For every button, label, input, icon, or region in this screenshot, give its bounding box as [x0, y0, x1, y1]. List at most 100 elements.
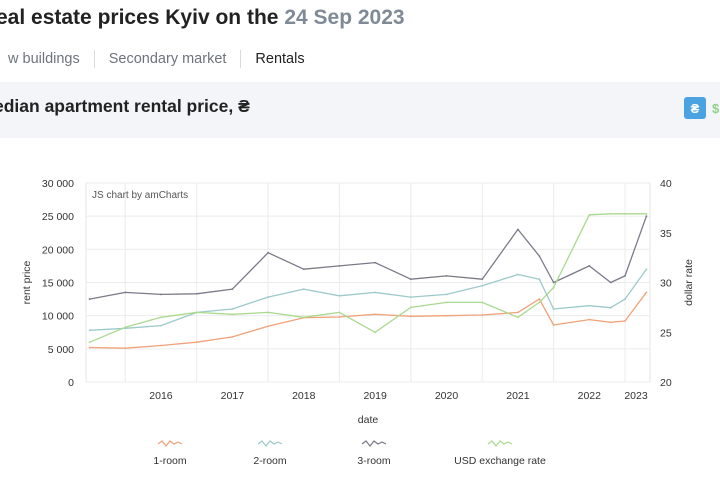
data-point — [374, 291, 377, 294]
data-point — [609, 281, 612, 284]
data-point — [409, 306, 412, 309]
data-point — [517, 311, 519, 314]
data-point — [552, 281, 555, 284]
data-point — [645, 212, 648, 215]
y2-axis-title: dollar rate — [683, 259, 695, 306]
data-point — [609, 321, 612, 324]
data-point — [624, 320, 626, 322]
data-point — [517, 228, 519, 231]
data-point — [552, 324, 555, 326]
data-point — [538, 298, 541, 300]
data-point — [231, 288, 234, 291]
y2-tick-label: 40 — [660, 178, 672, 190]
x-tick-label: 2017 — [221, 390, 245, 402]
data-point — [409, 278, 412, 281]
data-point — [267, 325, 269, 328]
x-axis-title: date — [358, 414, 379, 426]
data-point — [538, 255, 541, 257]
data-point — [374, 313, 377, 316]
data-point — [609, 212, 612, 215]
section-header-band — [0, 82, 720, 138]
tab-rentals[interactable]: Rentals — [255, 51, 305, 67]
data-point — [609, 306, 612, 309]
page-title-text: eal estate prices Kyiv on the — [0, 6, 279, 29]
x-tick-label: 2020 — [435, 390, 459, 402]
legend-item: 2-room — [253, 440, 287, 467]
x-tick-label: 2016 — [149, 390, 173, 402]
legend-marker — [487, 440, 513, 447]
y2-tick-label: 20 — [660, 377, 672, 389]
data-point — [409, 315, 412, 318]
data-point — [160, 344, 162, 347]
data-point — [231, 335, 234, 338]
data-point — [445, 314, 448, 317]
data-point — [302, 316, 305, 319]
data-point — [88, 346, 91, 349]
section-title: edian apartment rental price, ₴ — [0, 96, 250, 116]
y-tick-label: 30 000 — [42, 178, 74, 190]
legend-item: USD exchange rate — [454, 440, 546, 467]
data-point — [195, 341, 198, 344]
data-point — [231, 313, 234, 316]
tab-new-buildings[interactable]: w buildings — [0, 50, 95, 68]
data-point — [160, 293, 162, 296]
data-point — [88, 298, 91, 300]
data-point — [302, 268, 305, 271]
data-point — [481, 314, 484, 316]
data-point — [445, 274, 448, 277]
data-point — [445, 293, 448, 296]
data-point — [160, 316, 162, 319]
legend-marker — [361, 440, 387, 447]
y-tick-label: 5 000 — [48, 344, 74, 356]
legend-item: 1-room — [153, 440, 187, 467]
y2-tick-label: 35 — [660, 228, 672, 240]
data-point — [481, 301, 484, 304]
data-point — [88, 341, 91, 344]
x-tick-label: 2022 — [578, 390, 602, 402]
data-point — [409, 296, 412, 298]
data-point — [588, 213, 591, 216]
data-point — [552, 286, 555, 289]
data-point — [338, 294, 341, 297]
data-point — [481, 284, 484, 287]
y2-tick-label: 30 — [660, 278, 672, 290]
currency-usd-button[interactable]: $ — [712, 100, 720, 116]
rental-price-chart: 0 5 000 10 000 15 000 20 000 25 000 30 000 20 25… — [21, 178, 695, 467]
market-tabs: w buildings Secondary market Rentals — [0, 50, 319, 68]
legend-label: 3-room — [357, 455, 391, 467]
data-point — [124, 326, 127, 329]
page-title: eal estate prices Kyiv on the 24 Sep 202… — [0, 6, 405, 30]
x-tick-label: 2023 — [624, 390, 648, 402]
y-tick-label: 0 — [68, 377, 74, 389]
data-point — [231, 308, 234, 310]
data-point — [267, 251, 269, 254]
y2-tick-label: 25 — [660, 327, 672, 339]
legend-item: 3-room — [357, 440, 391, 467]
data-point — [552, 308, 555, 310]
currency-uah-button[interactable]: ₴ — [684, 97, 706, 119]
y-tick-label: 15 000 — [42, 278, 74, 290]
data-point — [302, 288, 305, 291]
legend-marker — [157, 440, 183, 447]
data-point — [538, 278, 541, 281]
x-tick-label: 2021 — [506, 390, 530, 402]
x-tick-label: 2018 — [292, 390, 316, 402]
data-point — [338, 265, 341, 267]
data-point — [624, 212, 626, 215]
data-point — [588, 265, 591, 267]
legend-label: 1-room — [153, 455, 187, 467]
data-point — [588, 304, 591, 307]
y-tick-label: 20 000 — [42, 244, 74, 256]
legend-marker — [257, 440, 283, 447]
data-point — [160, 324, 162, 327]
data-point — [645, 291, 648, 294]
y-axis-title: rent price — [21, 260, 33, 304]
tab-secondary-market[interactable]: Secondary market — [95, 50, 242, 68]
data-point — [88, 329, 91, 332]
data-point — [588, 318, 591, 321]
data-point — [538, 301, 541, 304]
x-tick-label: 2019 — [363, 390, 387, 402]
data-point — [517, 316, 519, 319]
page-title-date: 24 Sep 2023 — [284, 6, 405, 29]
data-point — [374, 261, 377, 264]
